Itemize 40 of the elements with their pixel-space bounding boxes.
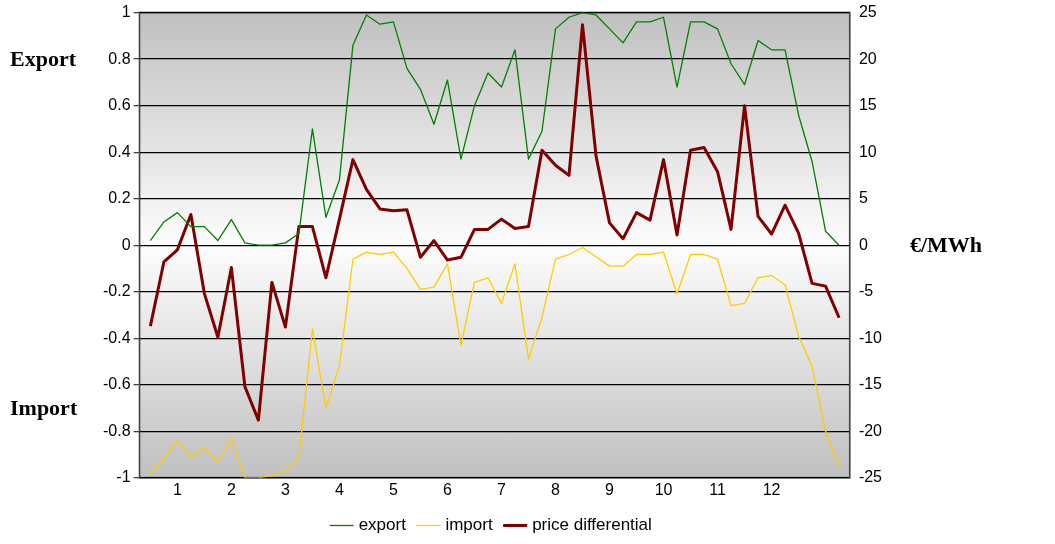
- y2-tick-label: 25: [858, 3, 877, 21]
- legend-label: import: [445, 515, 493, 535]
- x-tick-label: 1: [172, 480, 182, 498]
- x-tick-label: 8: [551, 480, 561, 498]
- y-tick-label: -0.2: [102, 282, 131, 300]
- y2-tick-label: 0: [858, 235, 868, 253]
- x-tick-label: 12: [762, 480, 781, 498]
- legend-label: price differential: [532, 515, 652, 535]
- y-tick-label: -0.4: [102, 328, 131, 346]
- x-tick-label: 10: [654, 480, 673, 498]
- y-tick-label: -0.8: [102, 421, 131, 439]
- y-tick-label: 0.6: [108, 96, 131, 114]
- y-tick-label: 0.4: [108, 142, 131, 160]
- y2-tick-label: -20: [858, 421, 883, 439]
- x-tick-label: 7: [497, 480, 507, 498]
- y2-tick-label: 5: [858, 189, 868, 207]
- y2-tick-label: 10: [858, 142, 877, 160]
- x-tick-label: 4: [334, 480, 344, 498]
- y-tick-label: 0: [121, 235, 131, 253]
- x-tick-label: 9: [605, 480, 615, 498]
- legend-label: export: [358, 515, 407, 535]
- y-tick-label: -0.6: [102, 375, 131, 393]
- x-tick-label: 3: [280, 480, 290, 498]
- y-tick-label: 0.8: [108, 49, 131, 67]
- y-tick-label: 1: [121, 3, 131, 21]
- y-tick-label: -1: [116, 468, 131, 486]
- y2-tick-label: -5: [858, 282, 874, 300]
- x-tick-label: 5: [388, 480, 398, 498]
- y2-tick-label: -25: [858, 468, 883, 486]
- x-tick-label: 2: [226, 480, 236, 498]
- y2-axis-title: €/MWh: [909, 232, 982, 259]
- y2-tick-label: -10: [858, 328, 883, 346]
- x-tick-label: 6: [443, 480, 453, 498]
- text: Export: [10, 46, 76, 73]
- y-tick-label: 0.2: [108, 189, 131, 207]
- y2-tick-label: 15: [858, 96, 877, 114]
- x-tick-label: 11: [709, 480, 726, 498]
- text: Import: [10, 395, 78, 422]
- y2-tick-label: 20: [858, 49, 877, 67]
- y2-tick-label: -15: [858, 375, 883, 393]
